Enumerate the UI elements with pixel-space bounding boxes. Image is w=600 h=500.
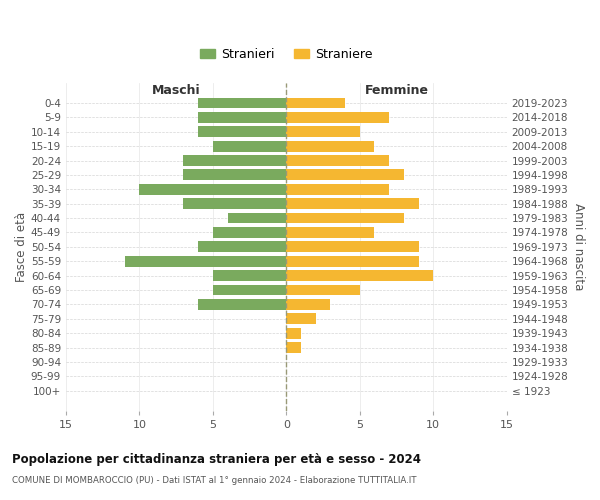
Bar — [184, 198, 286, 209]
Bar — [286, 242, 419, 252]
Bar — [198, 112, 286, 122]
Bar — [286, 184, 389, 194]
Text: COMUNE DI MOMBAROCCIO (PU) - Dati ISTAT al 1° gennaio 2024 - Elaborazione TUTTIT: COMUNE DI MOMBAROCCIO (PU) - Dati ISTAT … — [12, 476, 416, 485]
Bar — [286, 126, 360, 137]
Bar — [286, 112, 389, 122]
Bar — [198, 98, 286, 108]
Bar — [286, 299, 331, 310]
Bar — [213, 284, 286, 296]
Bar — [184, 170, 286, 180]
Bar — [213, 140, 286, 151]
Legend: Stranieri, Straniere: Stranieri, Straniere — [195, 43, 377, 66]
Bar — [286, 270, 433, 281]
Bar — [286, 342, 301, 353]
Y-axis label: Anni di nascita: Anni di nascita — [572, 203, 585, 290]
Bar — [286, 170, 404, 180]
Bar — [184, 155, 286, 166]
Bar — [198, 299, 286, 310]
Bar — [198, 242, 286, 252]
Bar — [139, 184, 286, 194]
Bar — [213, 227, 286, 238]
Bar — [286, 212, 404, 224]
Bar — [286, 284, 360, 296]
Y-axis label: Fasce di età: Fasce di età — [15, 212, 28, 282]
Bar — [286, 198, 419, 209]
Bar — [198, 126, 286, 137]
Text: Popolazione per cittadinanza straniera per età e sesso - 2024: Popolazione per cittadinanza straniera p… — [12, 452, 421, 466]
Text: Femmine: Femmine — [365, 84, 428, 96]
Bar — [213, 270, 286, 281]
Bar — [286, 155, 389, 166]
Text: Maschi: Maschi — [152, 84, 200, 96]
Bar — [286, 256, 419, 266]
Bar — [286, 98, 345, 108]
Bar — [286, 140, 374, 151]
Bar — [286, 227, 374, 238]
Bar — [125, 256, 286, 266]
Bar — [286, 314, 316, 324]
Bar — [286, 328, 301, 338]
Bar — [227, 212, 286, 224]
